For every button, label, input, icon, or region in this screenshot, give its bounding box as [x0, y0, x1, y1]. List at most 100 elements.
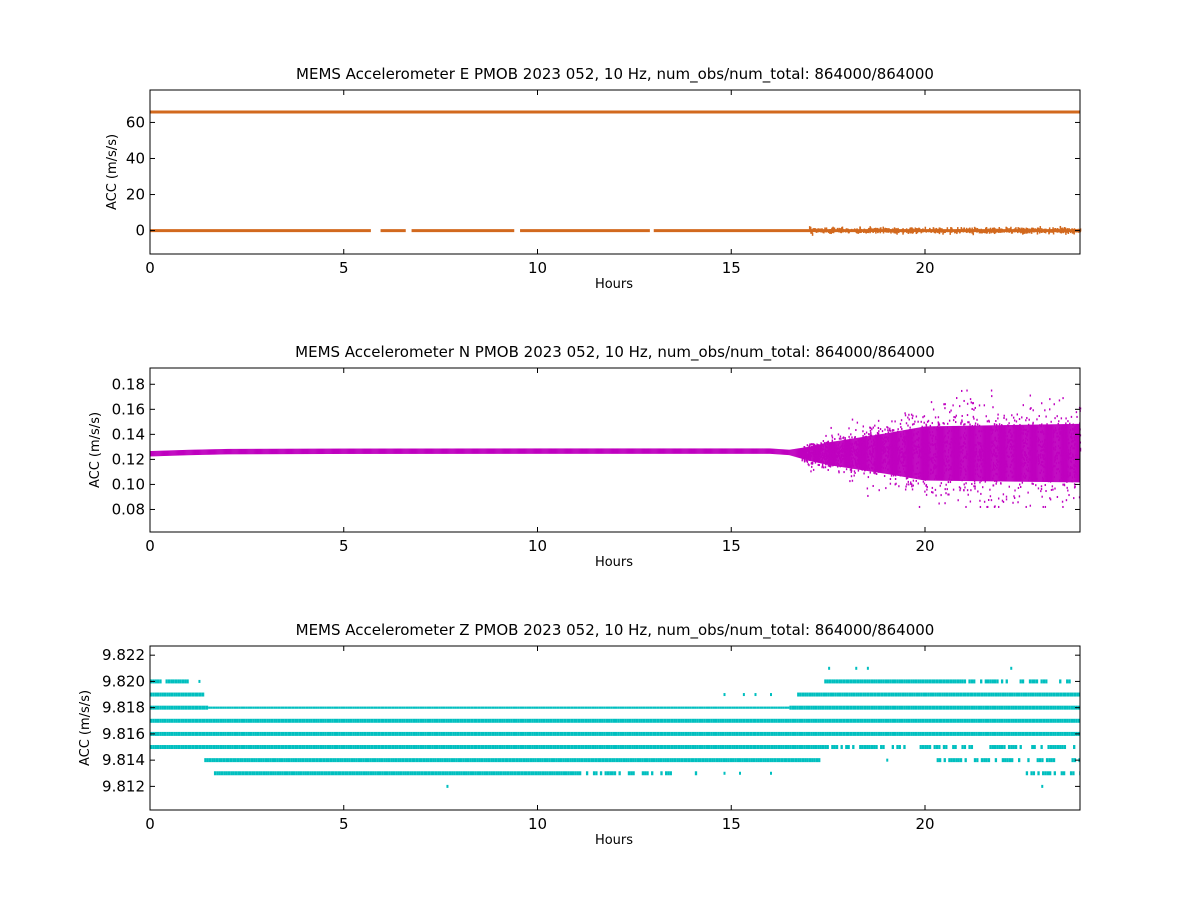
- data-point: [843, 471, 845, 474]
- data-point: [882, 230, 885, 234]
- data-point: [898, 451, 901, 454]
- data-point: [883, 447, 885, 450]
- data-point: [808, 464, 810, 467]
- data-point: [1012, 501, 1014, 504]
- data-point: [1066, 426, 1068, 429]
- data-point: [949, 481, 952, 484]
- data-point: [981, 449, 984, 452]
- data-point: [831, 452, 833, 455]
- data-point: [1012, 445, 1014, 448]
- data-point: [840, 437, 842, 440]
- data-point: [1038, 230, 1041, 234]
- data-point: [1071, 228, 1073, 232]
- data-point: [909, 447, 911, 450]
- data-point: [822, 230, 824, 234]
- data-point: [850, 468, 852, 471]
- data-point: [912, 467, 914, 470]
- data-point: [928, 456, 931, 459]
- data-point: [887, 431, 890, 434]
- data-point: [875, 469, 878, 472]
- data-point: [896, 231, 898, 235]
- data-point: [977, 458, 979, 461]
- data-point: [1022, 446, 1024, 449]
- data-point: [812, 444, 815, 447]
- data-point: [893, 473, 896, 476]
- data-point: [1048, 433, 1050, 436]
- data-point: [1036, 231, 1039, 235]
- data-point: [1054, 429, 1057, 432]
- data-point: [977, 436, 979, 439]
- data-point: [1061, 444, 1063, 447]
- data-point: [980, 492, 982, 495]
- data-point: [854, 457, 856, 460]
- data-point: [833, 456, 836, 459]
- data-point: [1025, 456, 1028, 459]
- data-point: [880, 442, 883, 445]
- data-point: [979, 499, 981, 502]
- data-point: [838, 442, 840, 445]
- data-point: [887, 438, 889, 441]
- data-point: [866, 453, 869, 456]
- data-point: [954, 421, 957, 424]
- y-tick-label: 0: [135, 222, 145, 240]
- data-point: [1036, 459, 1038, 462]
- x-axis-label: Hours: [595, 277, 633, 292]
- data-point: [915, 231, 918, 235]
- data-point: [926, 455, 928, 458]
- data-point: [1022, 404, 1025, 407]
- data-point: [888, 446, 890, 449]
- data-point: [1013, 455, 1015, 458]
- data-point: [914, 445, 916, 448]
- data-point: [805, 453, 807, 456]
- data-point: [907, 230, 910, 234]
- data-point: [1061, 468, 1064, 471]
- data-point: [825, 461, 827, 464]
- data-point: [872, 463, 874, 466]
- data-point: [1054, 448, 1057, 451]
- data-point: [952, 419, 955, 422]
- data-point: [900, 426, 902, 429]
- data-point: [876, 453, 878, 456]
- data-point: [876, 458, 878, 461]
- data-point: [960, 422, 962, 425]
- data-point: [932, 466, 935, 469]
- data-point: [946, 441, 949, 444]
- data-point: [1005, 462, 1007, 465]
- data-point: [923, 436, 925, 439]
- data-point: [958, 443, 960, 446]
- data-point: [1013, 445, 1015, 448]
- data-point: [881, 430, 884, 433]
- data-point: [1046, 440, 1049, 443]
- data-point: [856, 465, 858, 468]
- data-point: [1019, 452, 1022, 455]
- data-point: [959, 489, 961, 492]
- data-point: [915, 445, 918, 448]
- data-point: [1000, 440, 1002, 443]
- data-point: [983, 476, 986, 479]
- data-point: [866, 445, 868, 448]
- data-point: [1045, 443, 1047, 446]
- data-point: [1078, 454, 1081, 457]
- panel-z: MEMS Accelerometer Z PMOB 2023 052, 10 H…: [78, 621, 1081, 848]
- data-point: [897, 461, 899, 464]
- data-point: [899, 433, 902, 436]
- data-point: [1033, 467, 1036, 470]
- data-point: [1077, 466, 1080, 469]
- data-point: [926, 453, 929, 456]
- data-point: [990, 389, 993, 392]
- data-point: [881, 445, 883, 448]
- x-tick-label: 15: [722, 259, 741, 277]
- data-point: [897, 437, 900, 440]
- data-point: [1018, 418, 1021, 421]
- data-point: [813, 447, 816, 450]
- data-point: [1077, 464, 1079, 467]
- data-point: [807, 453, 810, 456]
- data-point: [829, 463, 832, 466]
- data-point: [818, 451, 820, 454]
- data-point: [1066, 486, 1068, 489]
- data-point: [930, 457, 933, 460]
- data-point: [1024, 229, 1027, 233]
- data-point: [847, 454, 849, 457]
- data-point: [1073, 228, 1076, 232]
- data-point: [1066, 450, 1068, 453]
